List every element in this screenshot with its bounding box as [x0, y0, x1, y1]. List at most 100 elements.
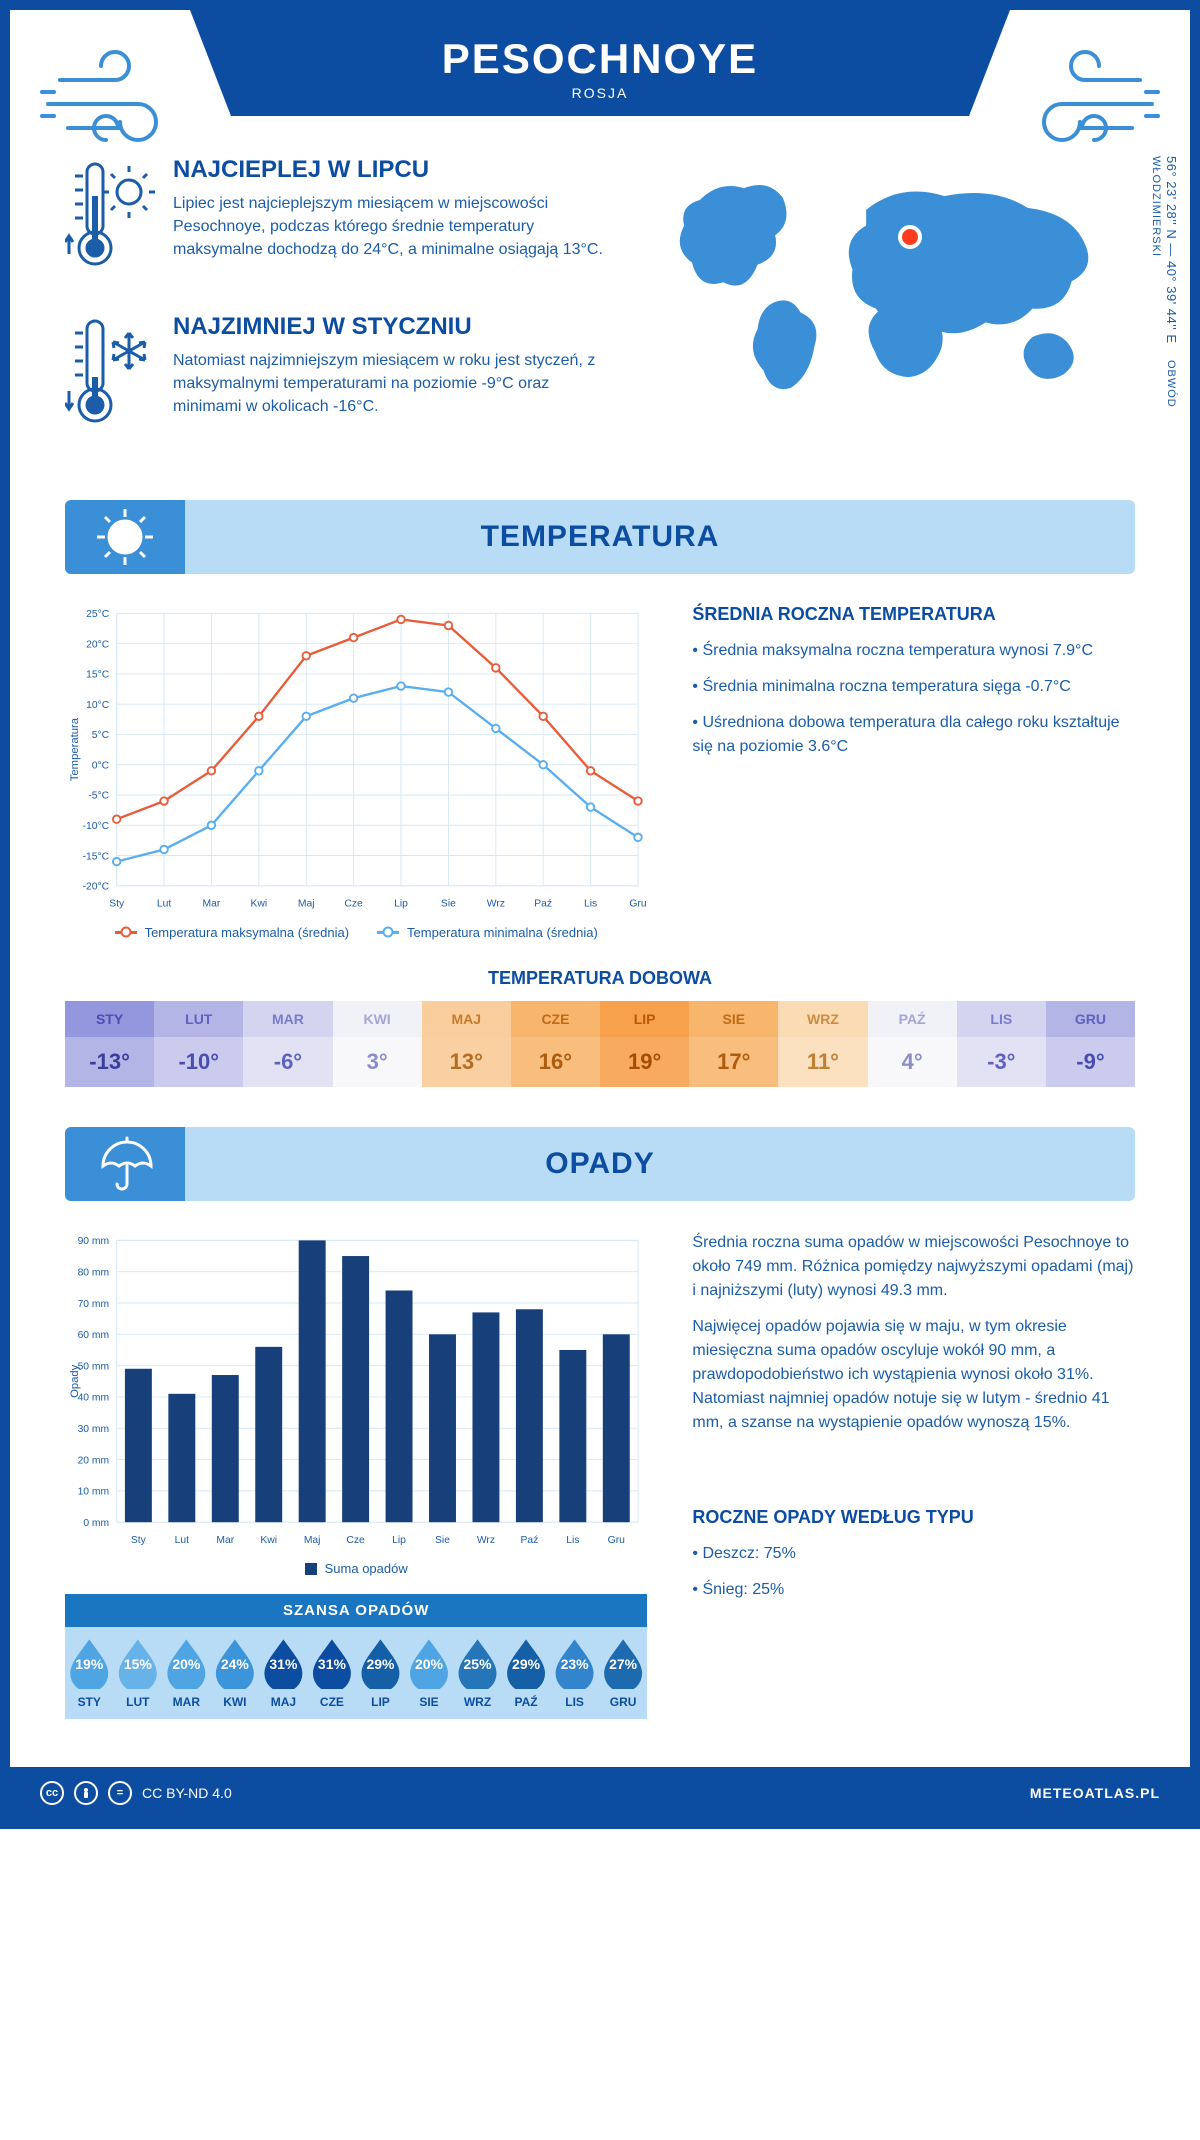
- svg-text:Wrz: Wrz: [487, 898, 505, 909]
- daily-cell: MAJ 13°: [422, 1001, 511, 1087]
- svg-text:0 mm: 0 mm: [83, 1518, 109, 1529]
- svg-text:0°C: 0°C: [92, 760, 110, 771]
- intro-row: NAJCIEPLEJ W LIPCU Lipiec jest najcieple…: [65, 156, 1135, 470]
- svg-text:10 mm: 10 mm: [78, 1487, 110, 1498]
- thermometer-snow-icon: [65, 313, 155, 438]
- chance-cell: 29% LIP: [356, 1639, 405, 1709]
- header-banner: PESOCHNOYE ROSJA: [190, 10, 1010, 116]
- daily-cell: LIS -3°: [957, 1001, 1046, 1087]
- precip-type-0: • Deszcz: 75%: [692, 1542, 1135, 1566]
- temp-bullet-1: • Średnia minimalna roczna temperatura s…: [692, 675, 1135, 699]
- daily-cell: MAR -6°: [243, 1001, 332, 1087]
- svg-text:Gru: Gru: [629, 898, 646, 909]
- section-precip-head: OPADY: [65, 1127, 1135, 1201]
- svg-text:Lis: Lis: [584, 898, 597, 909]
- svg-text:Cze: Cze: [344, 898, 363, 909]
- chance-cell: 25% WRZ: [453, 1639, 502, 1709]
- svg-text:30 mm: 30 mm: [78, 1424, 110, 1435]
- wind-icon-left: [40, 40, 200, 160]
- temp-bullet-2: • Uśredniona dobowa temperatura dla całe…: [692, 711, 1135, 759]
- precip-paragraph-2: Najwięcej opadów pojawia się w maju, w t…: [692, 1315, 1135, 1435]
- coldest-heading: NAJZIMNIEJ W STYCZNIU: [173, 313, 606, 341]
- svg-text:Paź: Paź: [534, 898, 552, 909]
- sun-icon: [65, 500, 185, 574]
- cc-icon: cc: [40, 1781, 64, 1805]
- warmest-text: Lipiec jest najcieplejszym miesiącem w m…: [173, 192, 606, 262]
- chance-cell: 31% MAJ: [259, 1639, 308, 1709]
- map-marker-icon: [898, 225, 922, 249]
- daily-cell: LUT -10°: [154, 1001, 243, 1087]
- svg-text:Lip: Lip: [394, 898, 408, 909]
- svg-text:20°C: 20°C: [86, 639, 110, 650]
- daily-cell: SIE 17°: [689, 1001, 778, 1087]
- chance-cell: 27% GRU: [599, 1639, 648, 1709]
- svg-text:-15°C: -15°C: [83, 851, 110, 862]
- daily-temp-strip: STY -13° LUT -10° MAR -6° KWI 3° MAJ 13°…: [65, 1001, 1135, 1087]
- world-map-svg: [646, 156, 1135, 410]
- daily-cell: KWI 3°: [333, 1001, 422, 1087]
- precip-legend: Suma opadów: [65, 1561, 647, 1576]
- world-map: 56° 23' 28'' N — 40° 39' 44'' E OBWÓD WŁ…: [646, 156, 1135, 470]
- svg-text:Kwi: Kwi: [260, 1535, 277, 1546]
- umbrella-icon: [65, 1127, 185, 1201]
- svg-text:Sie: Sie: [435, 1535, 450, 1546]
- svg-text:Sty: Sty: [109, 898, 125, 909]
- svg-text:-20°C: -20°C: [83, 882, 110, 893]
- temp-bullet-0: • Średnia maksymalna roczna temperatura …: [692, 639, 1135, 663]
- nd-icon: =: [108, 1781, 132, 1805]
- svg-text:5°C: 5°C: [92, 730, 110, 741]
- coldest-text: Natomiast najzimniejszym miesiącem w rok…: [173, 349, 606, 419]
- chance-strip: 19% STY 15% LUT 20% MAR 24% KWI 31% MAJ …: [65, 1627, 647, 1719]
- svg-text:-5°C: -5°C: [88, 791, 109, 802]
- legend-min: Temperatura minimalna (średnia): [407, 925, 598, 940]
- chance-heading: SZANSA OPADÓW: [65, 1594, 647, 1627]
- coords-value: 56° 23' 28'' N — 40° 39' 44'' E: [1164, 156, 1179, 344]
- svg-text:15°C: 15°C: [86, 670, 110, 681]
- svg-text:Lut: Lut: [175, 1535, 189, 1546]
- svg-text:10°C: 10°C: [86, 700, 110, 711]
- by-icon: [74, 1781, 98, 1805]
- svg-text:Opady: Opady: [69, 1364, 81, 1398]
- chance-cell: 20% MAR: [162, 1639, 211, 1709]
- svg-text:Lis: Lis: [566, 1535, 579, 1546]
- legend-max: Temperatura maksymalna (średnia): [145, 925, 349, 940]
- svg-text:80 mm: 80 mm: [78, 1267, 110, 1278]
- section-precip-title: OPADY: [545, 1147, 654, 1181]
- svg-text:Paź: Paź: [520, 1535, 538, 1546]
- svg-text:Sty: Sty: [131, 1535, 147, 1546]
- svg-text:Mar: Mar: [216, 1535, 234, 1546]
- warmest-heading: NAJCIEPLEJ W LIPCU: [173, 156, 606, 184]
- svg-text:20 mm: 20 mm: [78, 1455, 110, 1466]
- chance-cell: 31% CZE: [308, 1639, 357, 1709]
- thermometer-sun-icon: [65, 156, 155, 281]
- chance-cell: 15% LUT: [114, 1639, 163, 1709]
- chance-cell: 19% STY: [65, 1639, 114, 1709]
- section-temperature-head: TEMPERATURA: [65, 500, 1135, 574]
- svg-text:60 mm: 60 mm: [78, 1330, 110, 1341]
- chance-cell: 29% PAŹ: [502, 1639, 551, 1709]
- svg-text:40 mm: 40 mm: [78, 1393, 110, 1404]
- coldest-fact: NAJZIMNIEJ W STYCZNIU Natomiast najzimni…: [65, 313, 606, 438]
- svg-text:90 mm: 90 mm: [78, 1236, 110, 1247]
- svg-text:Maj: Maj: [298, 898, 315, 909]
- precip-paragraph-1: Średnia roczna suma opadów w miejscowośc…: [692, 1231, 1135, 1303]
- temp-info-heading: ŚREDNIA ROCZNA TEMPERATURA: [692, 604, 1135, 625]
- daily-cell: CZE 16°: [511, 1001, 600, 1087]
- chance-cell: 20% SIE: [405, 1639, 454, 1709]
- temperature-chart: -20°C-15°C-10°C-5°C0°C5°C10°C15°C20°C25°…: [65, 604, 647, 940]
- daily-temp-title: TEMPERATURA DOBOWA: [65, 968, 1135, 989]
- chance-cell: 23% LIS: [550, 1639, 599, 1709]
- svg-text:Maj: Maj: [304, 1535, 321, 1546]
- temperature-legend: Temperatura maksymalna (średnia) Tempera…: [65, 925, 647, 940]
- coords-sidebar: 56° 23' 28'' N — 40° 39' 44'' E OBWÓD WŁ…: [1149, 156, 1179, 470]
- wind-icon-right: [1000, 40, 1160, 160]
- svg-text:Sie: Sie: [441, 898, 456, 909]
- svg-text:Mar: Mar: [203, 898, 221, 909]
- svg-text:Temperatura: Temperatura: [69, 717, 81, 781]
- svg-text:25°C: 25°C: [86, 609, 110, 620]
- svg-text:Gru: Gru: [608, 1535, 625, 1546]
- daily-cell: PAŹ 4°: [868, 1001, 957, 1087]
- svg-text:Wrz: Wrz: [477, 1535, 495, 1546]
- daily-cell: STY -13°: [65, 1001, 154, 1087]
- warmest-fact: NAJCIEPLEJ W LIPCU Lipiec jest najcieple…: [65, 156, 606, 281]
